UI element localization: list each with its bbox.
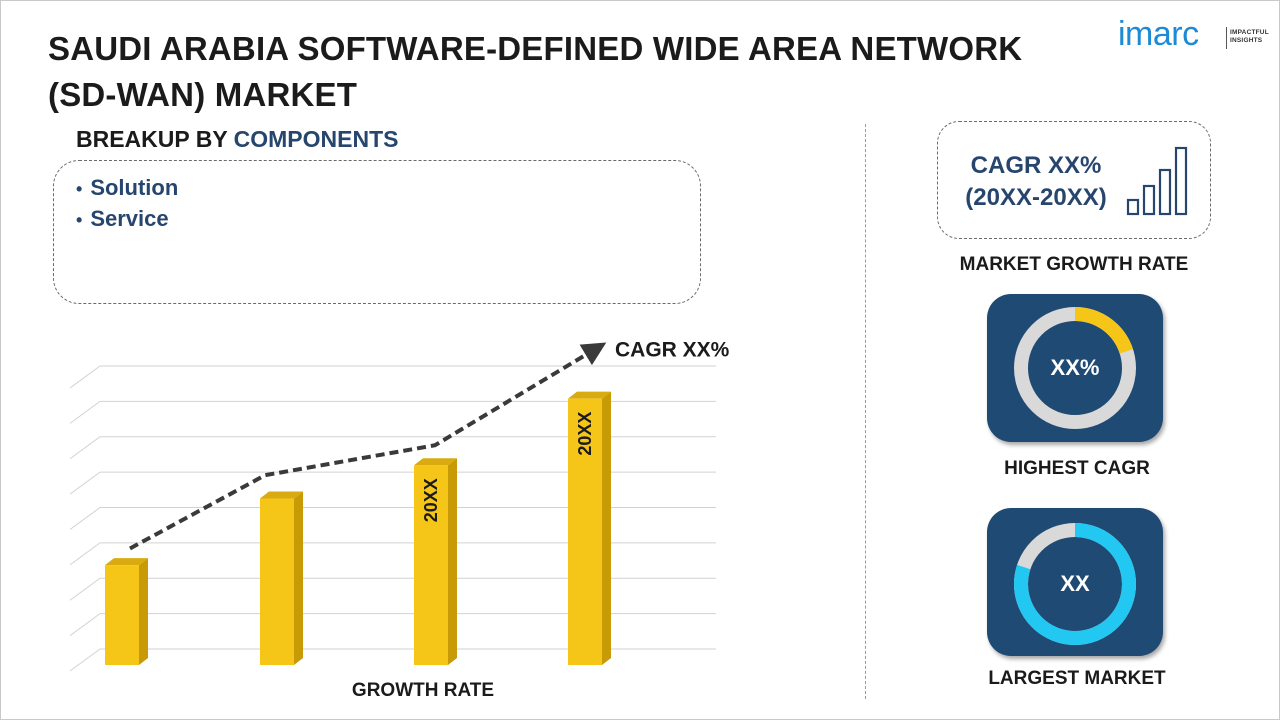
chart-trend-line (129, 342, 607, 551)
chart-bar-side (602, 391, 611, 665)
component-item-solution: Solution (76, 173, 178, 204)
growth-chart: 20XX 20XX CAGR XX% (69, 339, 730, 672)
chart-bar (260, 491, 303, 665)
chart-bars: 20XX 20XX (105, 391, 611, 665)
chart-bar: 20XX (414, 458, 457, 665)
chart-gridline-diagonal (69, 436, 101, 460)
chart-bar (105, 558, 148, 665)
logo-wordmark: imarc (1118, 15, 1199, 53)
highest-cagr-donut (1014, 307, 1136, 429)
chart-bar-side (448, 458, 457, 665)
largest-market-donut (1014, 523, 1136, 645)
logo-tagline-line-1: IMPACTFUL (1230, 29, 1269, 36)
logo-tagline-line-2: INSIGHTS (1230, 37, 1263, 44)
chart-gridline-diagonal (69, 365, 101, 389)
highest-cagr-value: XX% (1050, 355, 1100, 380)
largest-donut-segment (1014, 523, 1136, 645)
chart-bar-label: 20XX (575, 412, 595, 456)
chart-gridline-diagonal (69, 613, 101, 637)
chart-gridline-diagonal (69, 400, 101, 424)
chart-gridline-diagonal (69, 471, 101, 495)
chart-x-axis-label: GROWTH RATE (351, 680, 495, 701)
chart-gridline-diagonal (69, 542, 101, 566)
section-divider (865, 124, 866, 699)
breakup-heading-label: BREAKUP BY (76, 126, 228, 152)
growth-bars-icon (1126, 146, 1188, 216)
logo-separator (1226, 27, 1227, 49)
breakup-heading-accent: COMPONENTS (233, 126, 399, 152)
chart-gridline-diagonal (69, 648, 101, 672)
components-box: Solution Service (53, 160, 701, 304)
cagr-text: CAGR XX% (20XX-20XX) (948, 150, 1124, 214)
highest-cagr-tile: XX% (987, 294, 1163, 442)
components-list: Solution Service (76, 173, 178, 235)
chart-bar-top (105, 558, 148, 566)
chart-bar-front (260, 498, 294, 665)
chart-trend-label: CAGR XX% (615, 339, 730, 362)
chart-bar-top (414, 458, 457, 466)
chart-bar-top (568, 391, 611, 399)
largest-market-tile: XX (987, 508, 1163, 656)
logo-tagline: IMPACTFUL INSIGHTS (1230, 29, 1269, 45)
chart-gridline-diagonal (69, 507, 101, 530)
chart-grid (69, 365, 716, 672)
cagr-line-2: (20XX-20XX) (965, 184, 1107, 211)
component-item-service: Service (76, 204, 178, 235)
highest-donut-segment (1014, 307, 1136, 429)
chart-bar: 20XX (568, 391, 611, 665)
chart-trend: CAGR XX% (129, 339, 730, 551)
chart-bar-side (139, 558, 148, 665)
imarc-logo: imarc IMPACTFUL INSIGHTS (1118, 14, 1278, 54)
chart-bar-top (260, 491, 303, 499)
chart-bar-label: 20XX (421, 478, 441, 522)
market-growth-rate-label: MARKET GROWTH RATE (959, 254, 1189, 275)
chart-bar-front (414, 465, 448, 665)
largest-market-value: XX (1060, 571, 1090, 596)
chart-bar-front (105, 565, 139, 665)
cagr-box: CAGR XX% (20XX-20XX) (937, 121, 1211, 239)
breakup-heading: BREAKUP BY COMPONENTS (76, 124, 398, 154)
largest-market-label: LARGEST MARKET (988, 668, 1166, 689)
page-title: SAUDI ARABIA SOFTWARE-DEFINED WIDE AREA … (48, 30, 1023, 113)
chart-bar-front (568, 398, 602, 665)
cagr-line-1: CAGR XX% (970, 152, 1102, 179)
chart-gridline-diagonal (69, 577, 101, 601)
chart-bar-side (294, 491, 303, 665)
highest-cagr-label: HIGHEST CAGR (1004, 458, 1150, 479)
